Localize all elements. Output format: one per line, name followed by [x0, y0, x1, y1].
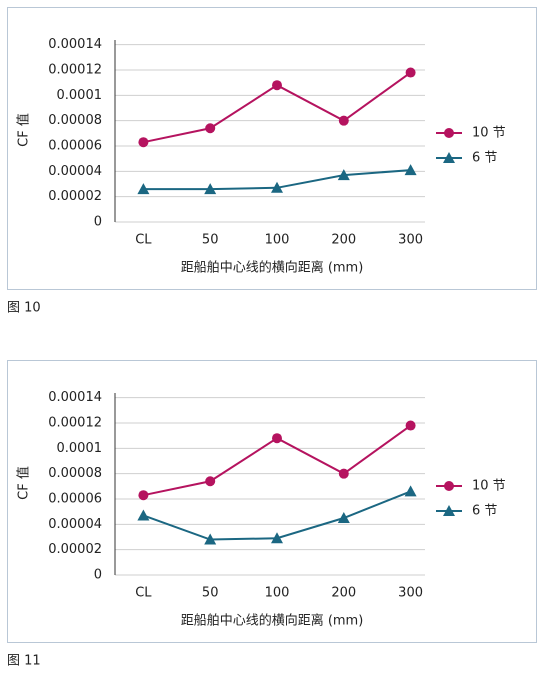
x-tick-label: CL: [135, 586, 152, 601]
marker: [337, 512, 350, 523]
x-axis-title: 距船舶中心线的横向距离 (mm): [181, 260, 364, 276]
marker: [271, 532, 283, 544]
x-axis-title: 距船舶中心线的横向距离 (mm): [181, 613, 364, 629]
marker: [272, 433, 282, 444]
x-tick-label: 100: [265, 233, 290, 248]
marker: [444, 481, 454, 491]
marker: [405, 420, 416, 431]
marker: [204, 183, 217, 195]
y-axis-title: CF 值: [16, 466, 32, 500]
marker: [205, 123, 216, 134]
y-tick-label: 0.00002: [48, 189, 102, 204]
x-tick-label: 200: [331, 233, 356, 248]
marker: [404, 164, 417, 176]
marker: [272, 80, 282, 91]
marker: [138, 490, 149, 501]
x-tick-label: 50: [202, 233, 219, 248]
legend-label: 10 节: [472, 479, 506, 494]
y-tick-label: 0.00012: [48, 416, 102, 431]
y-tick-label: 0.00014: [48, 37, 102, 52]
y-tick-label: 0.0001: [57, 88, 103, 103]
marker: [443, 505, 455, 516]
marker: [271, 181, 283, 193]
x-tick-label: 200: [331, 586, 356, 601]
marker: [338, 468, 349, 479]
y-tick-label: 0.0001: [57, 441, 103, 456]
marker: [444, 128, 454, 138]
y-tick-label: 0.00006: [48, 492, 102, 507]
x-tick-label: 300: [398, 586, 423, 601]
marker: [138, 137, 149, 148]
x-tick-label: 100: [265, 586, 290, 601]
legend-label: 6 节: [472, 504, 497, 519]
y-tick-label: 0.00008: [48, 466, 102, 481]
y-tick-label: 0.00012: [48, 63, 102, 78]
y-tick-label: 0.00004: [48, 517, 102, 532]
y-axis-title: CF 值: [16, 113, 32, 147]
marker: [137, 183, 150, 195]
y-tick-label: 0.00002: [48, 542, 102, 557]
x-tick-label: CL: [135, 233, 152, 248]
legend-label: 6 节: [472, 151, 497, 166]
marker: [405, 67, 416, 78]
marker: [338, 115, 349, 126]
y-tick-label: 0.00006: [48, 139, 102, 154]
marker: [205, 476, 216, 487]
figure-caption: 图 10: [7, 301, 41, 316]
figure-caption: 图 11: [7, 654, 41, 669]
marker: [337, 169, 350, 181]
x-tick-label: 300: [398, 233, 423, 248]
y-tick-label: 0: [94, 568, 102, 583]
marker: [137, 509, 150, 521]
marker: [404, 485, 417, 497]
x-tick-label: 50: [202, 586, 219, 601]
legend-label: 10 节: [472, 126, 506, 141]
marker: [443, 152, 455, 163]
chart-frame: [7, 360, 537, 643]
y-tick-label: 0.00004: [48, 164, 102, 179]
y-tick-label: 0: [94, 215, 102, 230]
marker: [204, 533, 217, 545]
chart-frame: [7, 7, 537, 290]
y-tick-label: 0.00008: [48, 113, 102, 128]
y-tick-label: 0.00014: [48, 390, 102, 405]
